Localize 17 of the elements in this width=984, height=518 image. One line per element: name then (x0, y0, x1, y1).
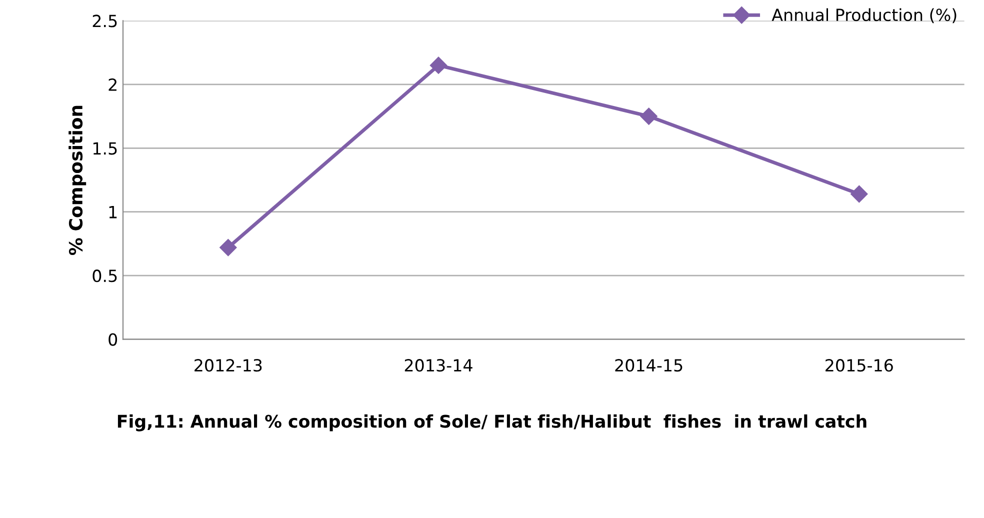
y-tick-label: 0.5 (92, 270, 117, 282)
x-tick-label: 2013-14 (404, 359, 472, 372)
legend-label: Annual Production (%) (772, 8, 956, 24)
point (430, 56, 448, 74)
x-tick-label: 2014-15 (615, 359, 682, 372)
y-tick-label: 0 (108, 333, 118, 346)
point (640, 108, 658, 125)
x-tick-label: 2015-16 (826, 359, 893, 372)
y-tick-label: 1.5 (93, 142, 117, 155)
text: Fig,11: Annual % composition of Sole/ Flat fish/Halibut fishes in trawl catch (118, 414, 866, 432)
y-axis-title: % Composition (68, 106, 86, 256)
x-tick-label: 2012-13 (194, 359, 262, 372)
point (850, 185, 868, 203)
y-tick-label: 2 (108, 78, 116, 91)
y-tick-label: 2.5 (92, 14, 117, 28)
point (220, 238, 237, 256)
y-tick-label: 1 (109, 206, 117, 218)
